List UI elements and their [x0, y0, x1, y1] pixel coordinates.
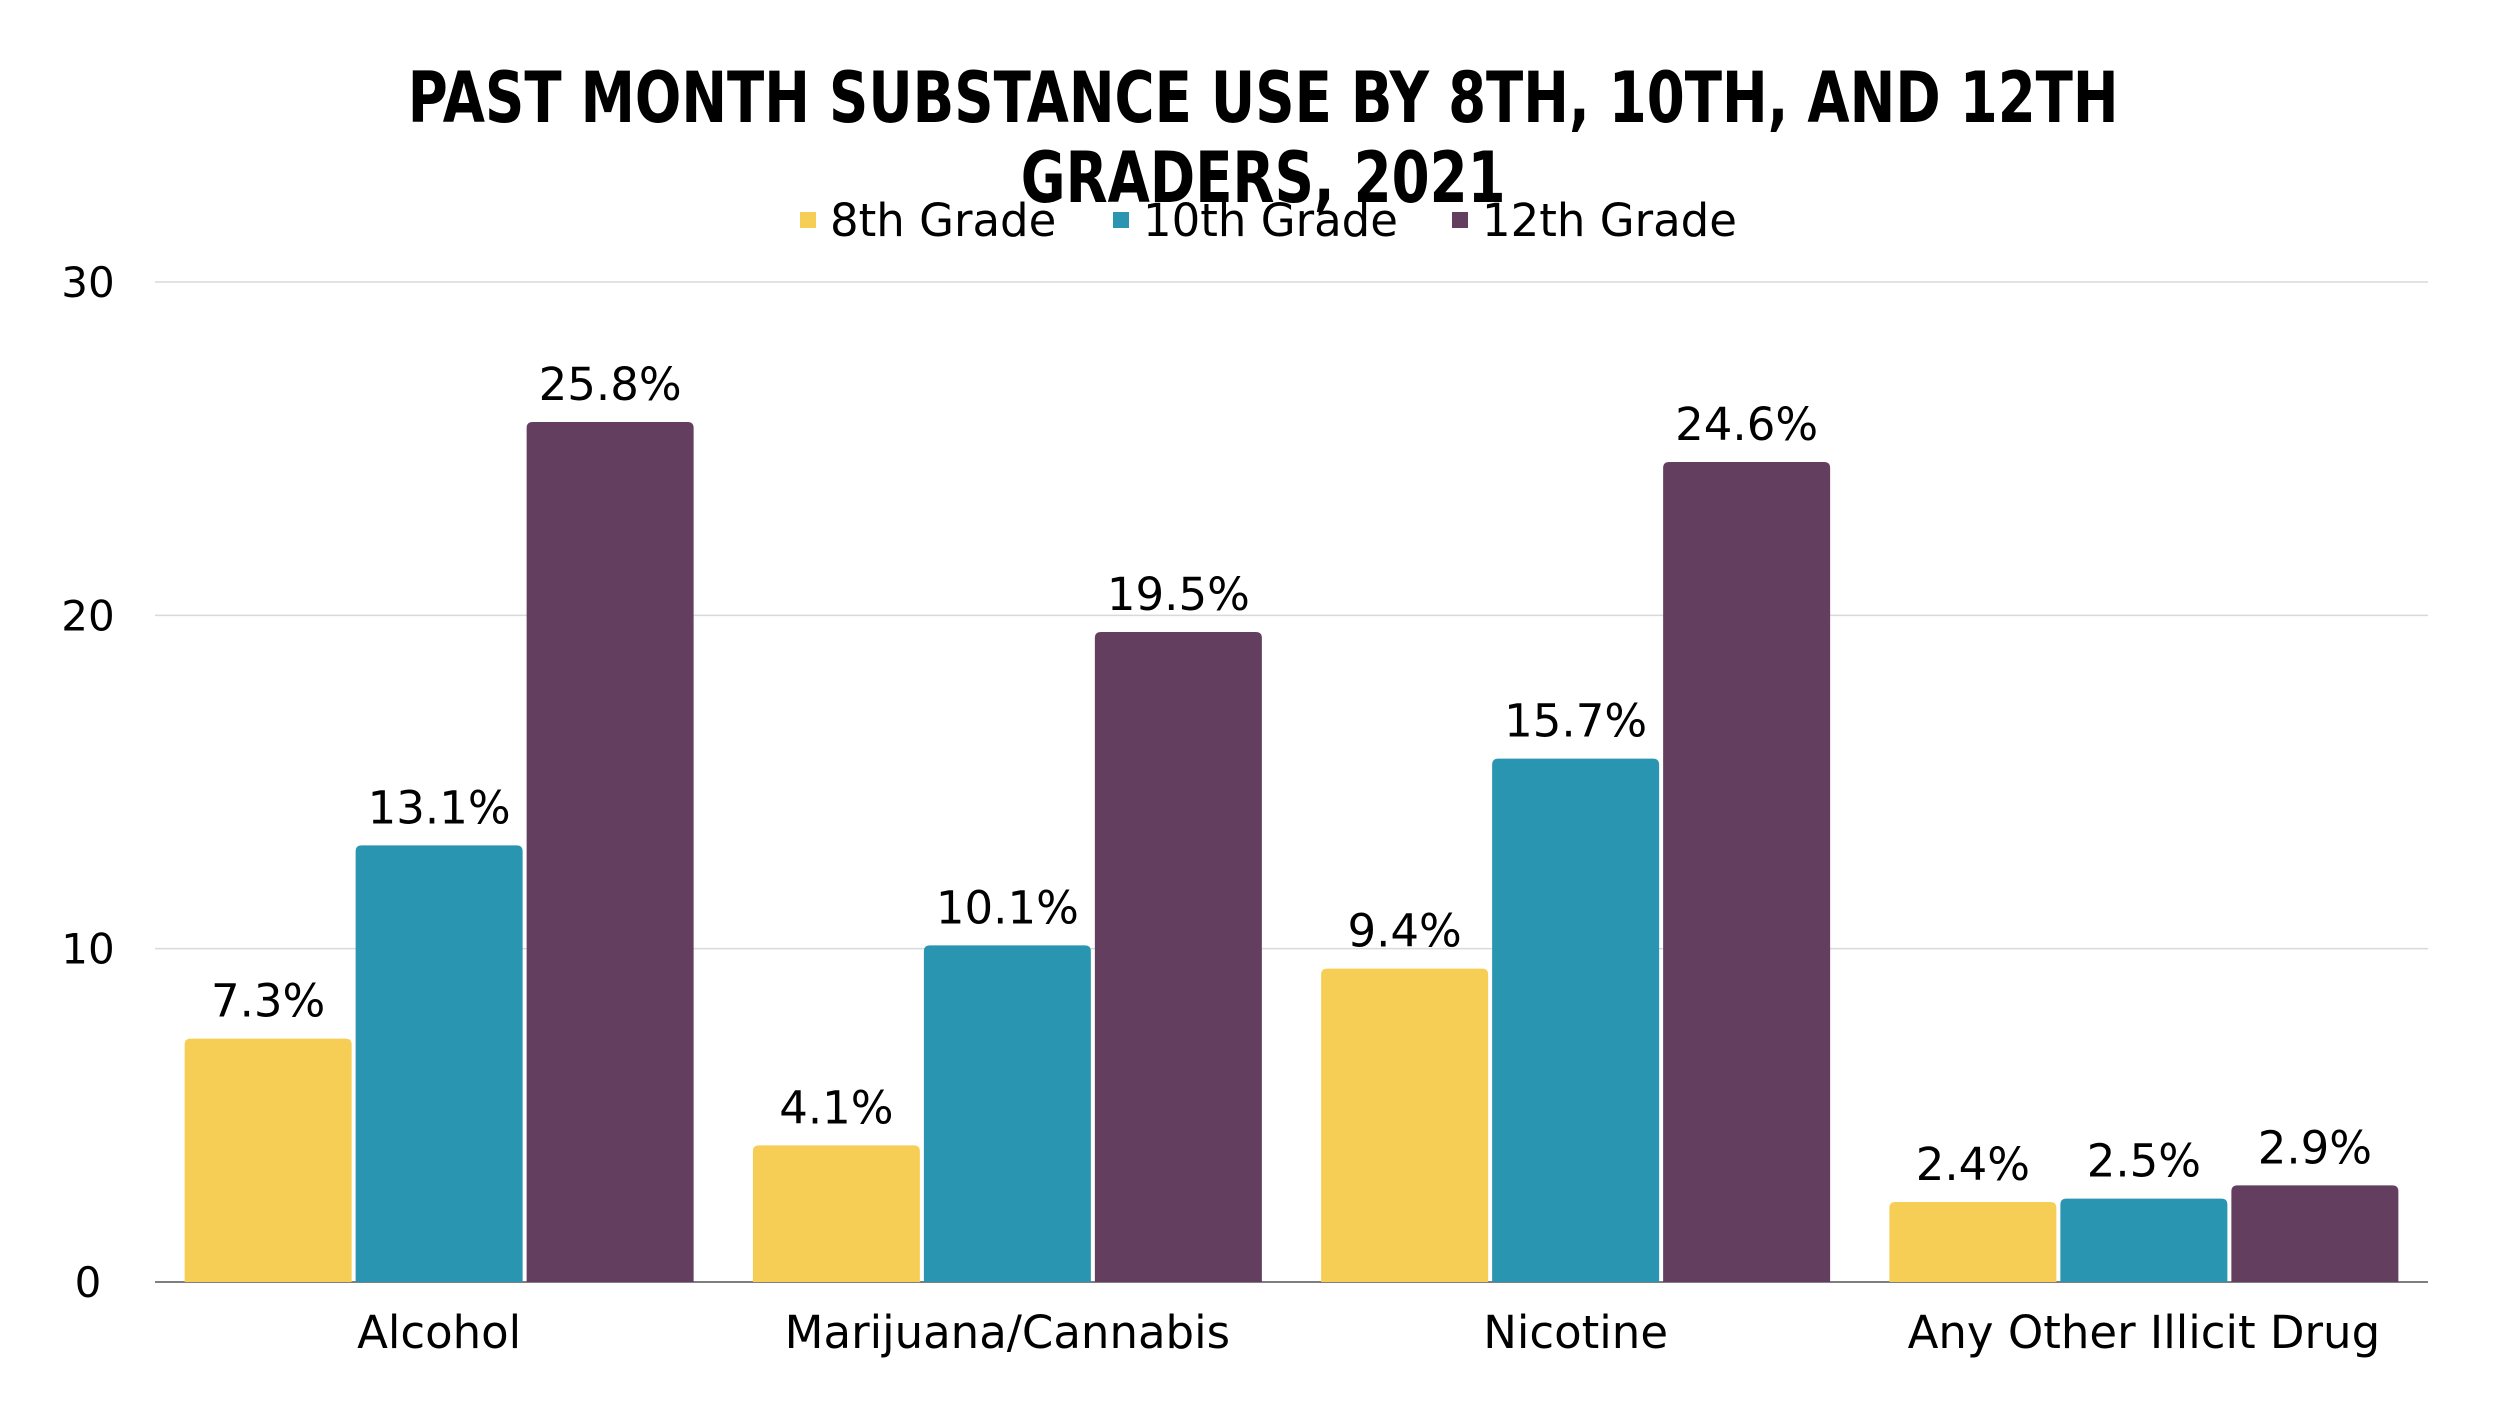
- y-tick-label: 10: [61, 925, 114, 974]
- bar: [526, 422, 694, 1282]
- x-tick-label: Alcohol: [357, 1306, 521, 1359]
- bar: [2060, 1198, 2228, 1282]
- bar: [1321, 968, 1489, 1282]
- data-label: 7.3%: [211, 975, 325, 1028]
- bar: [184, 1038, 352, 1282]
- bar: [923, 945, 1091, 1282]
- y-tick-label: 0: [75, 1258, 102, 1307]
- bar: [1889, 1202, 2057, 1282]
- bar: [1663, 462, 1831, 1282]
- bars: [184, 422, 2399, 1282]
- legend: 8th Grade 10th Grade 12th Grade: [800, 194, 1737, 247]
- legend-label: 12th Grade: [1482, 194, 1737, 247]
- data-label: 2.5%: [2087, 1135, 2201, 1188]
- legend-label: 8th Grade: [830, 194, 1056, 247]
- data-label: 15.7%: [1504, 695, 1647, 748]
- data-label: 4.1%: [779, 1081, 893, 1134]
- legend-swatch: [1452, 212, 1468, 228]
- bar: [752, 1145, 920, 1282]
- y-axis: 0 10 20 30: [61, 258, 114, 1307]
- bar: [1492, 758, 1660, 1282]
- data-label: 9.4%: [1347, 905, 1461, 958]
- legend-swatch: [800, 212, 816, 228]
- data-label: 24.6%: [1675, 398, 1818, 451]
- data-label: 2.4%: [1916, 1138, 2030, 1191]
- x-tick-label: Marijuana/Cannabis: [785, 1306, 1230, 1359]
- bar: [355, 845, 523, 1282]
- chart-title: PAST MONTH SUBSTANCE USE BY 8TH, 10TH, A…: [407, 57, 2119, 219]
- legend-swatch: [1113, 212, 1129, 228]
- y-tick-label: 20: [61, 591, 114, 640]
- legend-label: 10th Grade: [1143, 194, 1398, 247]
- y-tick-label: 30: [61, 258, 114, 307]
- bar: [2231, 1185, 2399, 1282]
- x-axis: Alcohol Marijuana/Cannabis Nicotine Any Oth…: [357, 1306, 2380, 1359]
- data-label: 2.9%: [2258, 1121, 2372, 1174]
- bar: [1094, 632, 1262, 1282]
- data-label: 25.8%: [539, 358, 682, 411]
- x-tick-label: Any Other Illicit Drug: [1908, 1306, 2381, 1359]
- data-labels: 7.3% 13.1% 25.8% 4.1% 10.1% 19.5% 9.4% 15.7% 24.…: [211, 358, 2372, 1191]
- data-label: 10.1%: [936, 881, 1079, 934]
- x-tick-label: Nicotine: [1483, 1306, 1668, 1359]
- data-label: 19.5%: [1107, 568, 1250, 621]
- data-label: 13.1%: [368, 781, 511, 834]
